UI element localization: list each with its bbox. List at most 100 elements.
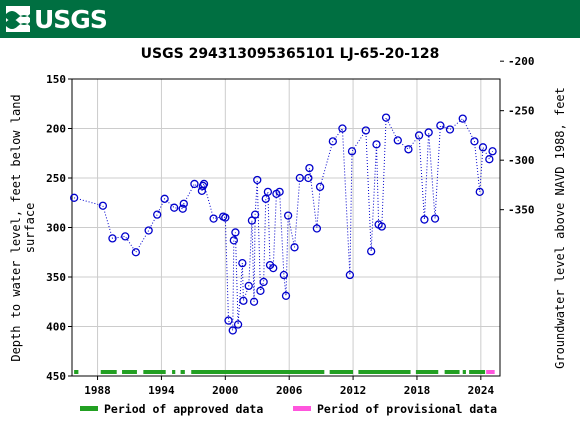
series-measurements: [69, 113, 497, 335]
usgs-banner: USGS: [0, 0, 580, 38]
data-point: [221, 213, 230, 222]
data-point: [304, 173, 313, 183]
data-point: [430, 214, 440, 223]
data-point: [233, 320, 243, 329]
legend-label: Period of provisional data: [317, 402, 497, 416]
chart-title: USGS 294313095365101 LJ-65-20-128: [141, 46, 440, 62]
y-tick-label-left: 300: [46, 222, 66, 235]
x-tick-label: 2018: [404, 384, 431, 397]
data-point: [488, 147, 497, 156]
x-tick-label: 2000: [212, 384, 239, 397]
approved-period-bar: [180, 370, 185, 374]
data-point: [475, 187, 484, 197]
data-point: [228, 326, 237, 335]
data-point: [290, 243, 299, 252]
data-point: [315, 182, 325, 192]
approved-period-bar: [329, 370, 354, 374]
data-point: [485, 155, 494, 164]
x-tick-label: 1994: [148, 384, 175, 397]
y-tick-label-left: 450: [46, 370, 66, 383]
data-point: [283, 211, 293, 220]
data-point: [414, 131, 424, 140]
data-point: [179, 199, 188, 208]
approved-period-bar: [415, 370, 439, 374]
approved-period-bar: [462, 370, 466, 374]
provisional-period-bar: [486, 370, 495, 374]
data-point: [131, 248, 141, 257]
legend: Period of approved data Period of provisi…: [80, 402, 497, 416]
right-axis-label: Groundwater level above NAVD 1988, feet: [553, 87, 567, 369]
data-point: [281, 291, 291, 300]
data-point: [381, 113, 391, 122]
data-point: [404, 145, 413, 154]
data-point: [69, 193, 79, 202]
data-point: [190, 179, 199, 189]
data-point: [275, 187, 284, 197]
approved-period-bar: [143, 370, 166, 374]
y-tick-label-left: 200: [46, 123, 66, 136]
data-point: [305, 163, 314, 173]
usgs-logo-text: USGS: [34, 4, 108, 34]
data-point: [420, 215, 429, 224]
x-tick-label: 1988: [84, 384, 111, 397]
data-point: [153, 210, 162, 219]
data-point: [98, 201, 108, 210]
x-tick-label: 2006: [276, 384, 303, 397]
approved-period-bar: [469, 370, 486, 374]
data-point: [345, 270, 355, 280]
data-point: [279, 270, 289, 280]
x-axis: 1988 1994 2000 2006 2012 2018 2024: [84, 376, 494, 397]
usgs-logo[interactable]: USGS: [6, 4, 108, 34]
right-y-axis: -100-150-200-250-300-350: [500, 55, 535, 217]
y-tick-label-left: 150: [46, 73, 66, 86]
y-tick-label-left: 250: [46, 172, 66, 185]
y-tick-label-right: -300: [508, 154, 535, 167]
data-point: [160, 194, 169, 203]
data-point: [224, 316, 233, 325]
data-point: [209, 214, 218, 223]
data-point: [244, 281, 253, 291]
left-axis-label-line2: surface: [23, 203, 37, 254]
approved-period-bar: [122, 370, 137, 374]
data-point: [121, 232, 130, 241]
legend-label: Period of approved data: [104, 402, 263, 416]
usgs-wave-icon: [6, 6, 30, 32]
left-axis-label-line1: Depth to water level, feet below land: [9, 94, 23, 361]
data-point: [269, 263, 278, 273]
data-point: [445, 125, 455, 134]
data-point: [372, 140, 381, 149]
data-point: [458, 114, 467, 123]
data-point: [424, 128, 433, 137]
approved-period-bar: [444, 370, 460, 374]
x-tick-label: 2024: [468, 384, 495, 397]
data-point: [312, 224, 322, 233]
data-point: [295, 173, 304, 183]
grid: [72, 78, 500, 377]
data-point: [178, 204, 187, 213]
data-point: [367, 247, 376, 256]
data-point: [249, 297, 259, 306]
data-point: [347, 147, 357, 156]
data-point: [231, 228, 240, 237]
data-point: [263, 187, 273, 197]
approved-period-bar: [100, 370, 117, 374]
data-point: [170, 203, 179, 212]
data-point: [250, 210, 260, 219]
data-point: [256, 286, 265, 296]
data-point: [253, 175, 262, 185]
y-tick-label-left: 350: [46, 271, 66, 284]
y-tick-label-left: 400: [46, 321, 66, 334]
data-point: [144, 226, 153, 235]
left-y-axis: 150 200 250 300 350 400 450: [46, 73, 72, 383]
data-point: [238, 258, 247, 268]
data-point: [328, 137, 337, 146]
approved-period-bar: [358, 370, 411, 374]
data-point: [229, 236, 238, 245]
approved-period-bar: [74, 370, 79, 374]
y-tick-label-right: -200: [508, 55, 535, 68]
data-point: [199, 179, 209, 189]
approved-period-bar: [191, 370, 325, 374]
x-tick-label: 2012: [340, 384, 367, 397]
data-point: [259, 277, 268, 287]
y-tick-label-right: -250: [508, 105, 535, 118]
